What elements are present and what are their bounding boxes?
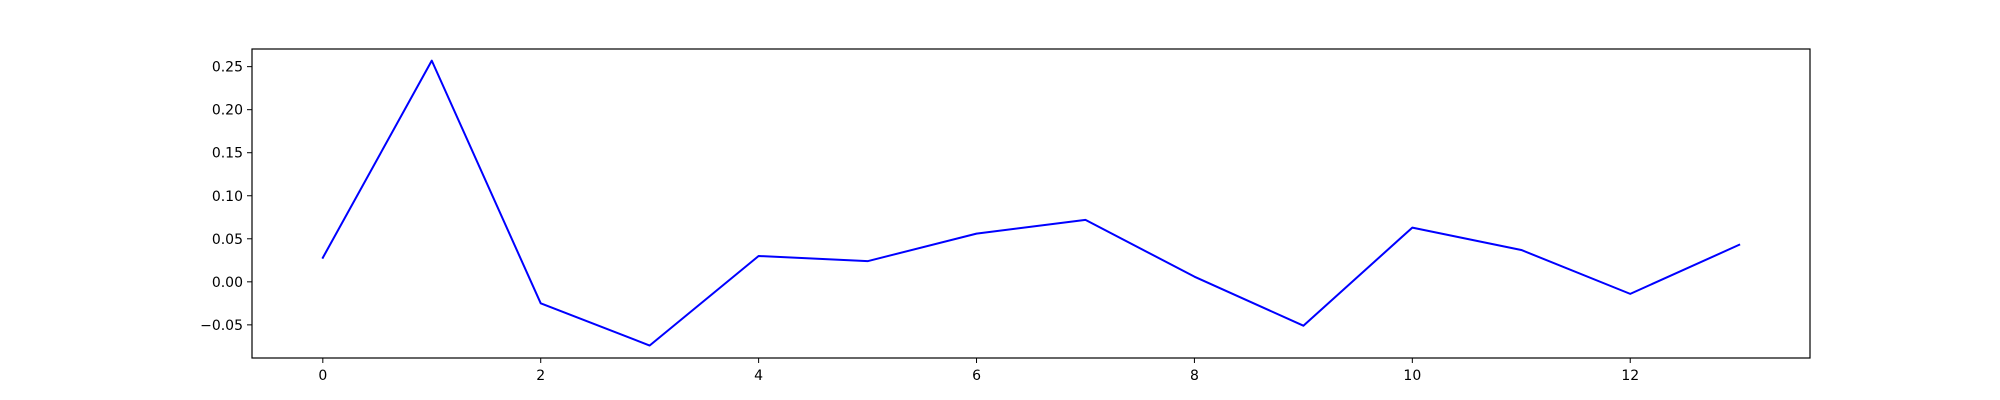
y-tick-label: −0.05 xyxy=(200,318,243,334)
x-tick-label: 10 xyxy=(1403,368,1421,384)
x-tick-label: 8 xyxy=(1190,368,1199,384)
x-tick-label: 4 xyxy=(754,368,763,384)
series-line-1 xyxy=(321,59,1741,347)
plot-area xyxy=(252,49,1810,358)
y-tick-label: 0.10 xyxy=(212,189,243,205)
x-tick-label: 6 xyxy=(972,368,981,384)
axes-frame-layer xyxy=(251,48,1811,359)
x-tick-label: 2 xyxy=(536,368,545,384)
x-axis: 0 2 4 6 8 10 12 xyxy=(318,358,1639,384)
y-tick-label: 0.25 xyxy=(212,60,243,76)
x-tick-label: 0 xyxy=(318,368,327,384)
y-tick-label: 0.05 xyxy=(212,232,243,248)
y-tick-label: 0.20 xyxy=(212,103,243,119)
y-tick-label: 0.00 xyxy=(212,275,243,291)
series-layer xyxy=(321,59,1741,347)
x-tick-label: 12 xyxy=(1621,368,1639,384)
y-tick-label: 0.15 xyxy=(212,146,243,162)
y-axis: −0.05 0.00 0.05 0.10 0.15 0.20 0.25 xyxy=(200,60,252,334)
plot-background xyxy=(252,49,1810,358)
axes-frame xyxy=(251,48,1811,359)
